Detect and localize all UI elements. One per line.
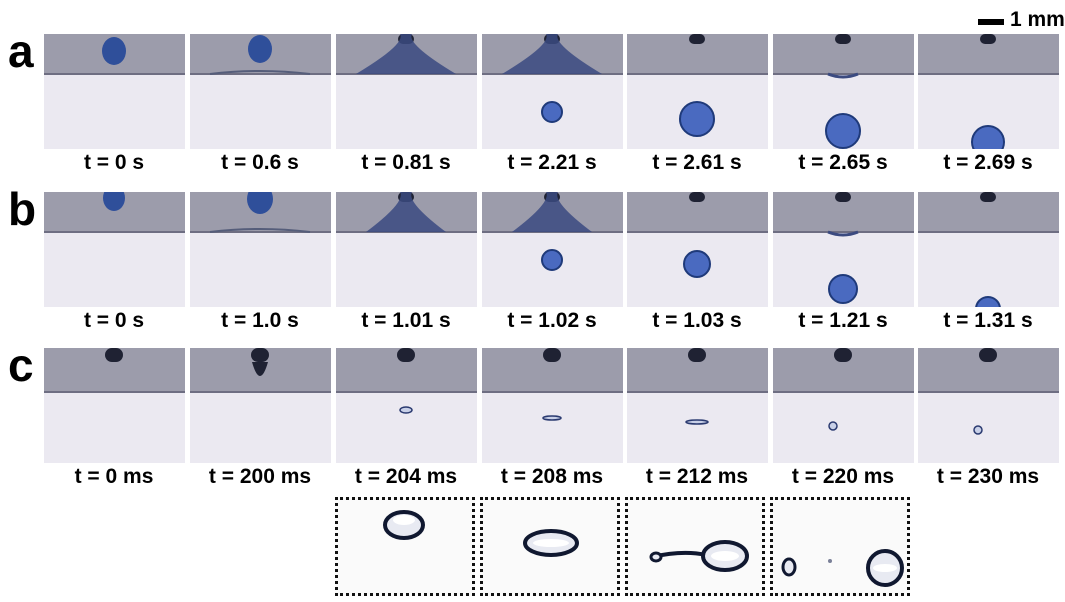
time-label-rowb-6: t = 1.21 s (798, 309, 888, 332)
time-label-rowc-5: t = 212 ms (645, 465, 749, 488)
frame-rowa-3 (336, 34, 477, 149)
time-label-rowa-1: t = 0 s (83, 151, 145, 174)
frame-rowb-4 (482, 192, 623, 307)
time-label-rowa-4: t = 2.21 s (507, 151, 597, 174)
frame-rowa-7 (918, 34, 1059, 149)
time-label-rowa-5: t = 2.61 s (652, 151, 742, 174)
row-a-letter: a (8, 25, 34, 77)
time-label-rowb-5: t = 1.03 s (652, 309, 742, 332)
frame-rowc-3 (336, 348, 477, 463)
time-label-rowb-7: t = 1.31 s (943, 309, 1033, 332)
scale-bar-label: 1 mm (1010, 8, 1065, 31)
time-label-rowb-2: t = 1.0 s (221, 309, 299, 332)
time-label-rowb-4: t = 1.02 s (507, 309, 597, 332)
inset-208ms (480, 497, 620, 596)
frame-rowc-4 (482, 348, 623, 463)
row-c-letter: c (8, 339, 34, 391)
scale-bar-line (978, 19, 1004, 25)
time-label-rowc-6: t = 220 ms (791, 465, 895, 488)
time-label-rowb-1: t = 0 s (83, 309, 145, 332)
frame-rowc-7 (918, 348, 1059, 463)
frame-rowb-5 (627, 192, 768, 307)
frame-rowc-6 (773, 348, 914, 463)
time-label-rowa-7: t = 2.69 s (943, 151, 1033, 174)
frame-rowb-6 (773, 192, 914, 307)
frame-rowa-1 (44, 34, 185, 149)
inset-212ms (625, 497, 765, 596)
frame-rowc-5 (627, 348, 768, 463)
time-label-rowc-1: t = 0 ms (74, 465, 154, 488)
frame-rowa-4 (482, 34, 623, 149)
frame-rowc-1 (44, 348, 185, 463)
time-label-rowa-3: t = 0.81 s (361, 151, 451, 174)
time-label-rowc-2: t = 200 ms (208, 465, 312, 488)
inset-204ms (335, 497, 475, 596)
frame-rowb-7 (918, 192, 1059, 307)
frame-rowc-2 (190, 348, 331, 463)
frame-rowb-3 (336, 192, 477, 307)
time-label-rowa-2: t = 0.6 s (221, 151, 299, 174)
time-label-rowc-7: t = 230 ms (936, 465, 1040, 488)
time-label-rowa-6: t = 2.65 s (798, 151, 888, 174)
time-label-rowb-3: t = 1.01 s (361, 309, 451, 332)
frame-rowb-2 (190, 192, 331, 307)
frame-rowa-5 (627, 34, 768, 149)
frame-rowa-2 (190, 34, 331, 149)
inset-220ms (770, 497, 910, 596)
row-b-letter: b (8, 183, 37, 235)
frame-rowb-1 (44, 192, 185, 307)
frame-rowa-6 (773, 34, 914, 149)
time-label-rowc-4: t = 208 ms (500, 465, 604, 488)
time-label-rowc-3: t = 204 ms (354, 465, 458, 488)
